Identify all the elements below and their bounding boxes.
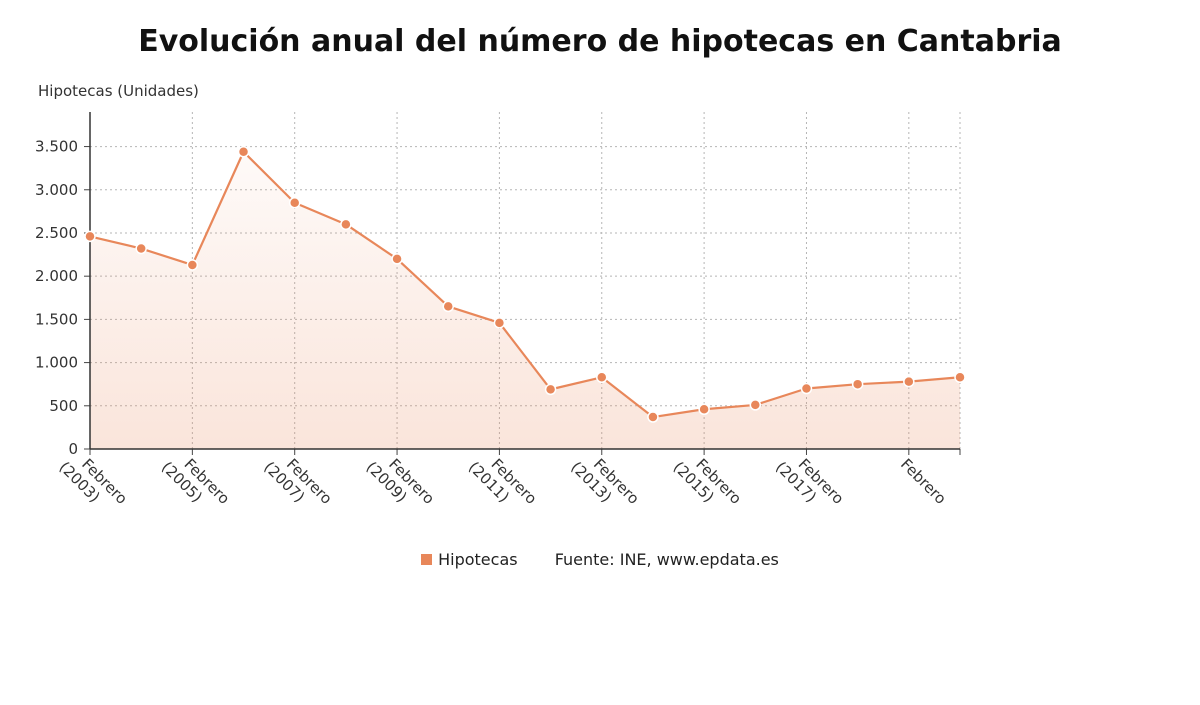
series-lines [89,150,961,419]
y-tick-label: 500 [49,397,78,415]
data-point [288,196,301,209]
data-point [135,242,147,255]
x-tick-label: Febrero(2005) [158,445,233,520]
chart-title: Evolución anual del número de hipotecas … [138,24,1062,59]
data-point [442,300,454,313]
data-point [84,230,96,243]
series-area-hipotecas [90,151,960,449]
data-point [851,378,864,390]
x-tick-label: Febrero(2003) [56,445,131,520]
x-tick-labels: Febrero(2003) Febrero(2005) Febrero(2007) F… [56,445,950,520]
series-line-hipotecas [89,150,961,419]
y-tick-label: 3.500 [35,138,78,156]
data-point [186,259,199,271]
x-tick-label: Febrero(2015) [670,445,745,520]
y-tick-label: 1.000 [35,354,78,372]
y-tick-labels: 0 500 1.000 1.500 2.000 2.500 3.000 3.500 [35,138,78,458]
data-point [237,145,250,158]
x-tick-label: Febrero(2013) [567,445,642,520]
x-tick-label: Febrero(2007) [260,445,335,520]
data-point [493,317,506,329]
data-point [340,218,352,231]
data-point [954,371,966,384]
data-point [391,253,403,265]
y-tick-label: 1.500 [35,310,78,328]
data-points [84,145,966,423]
legend-label: Hipotecas [438,550,518,569]
axes [84,112,961,455]
y-tick-label: 0 [68,440,78,458]
legend-item-hipotecas: Hipotecas [421,550,518,569]
data-point [647,411,659,423]
y-tick-label: 2.500 [35,224,78,242]
y-tick-label: 3.000 [35,181,78,199]
data-point [698,403,710,416]
x-tick-label: Febrero(2017) [772,445,847,520]
legend: Hipotecas Fuente: INE, www.epdata.es [0,549,1200,569]
data-point [749,399,762,411]
x-tick-label: Febrero [897,455,950,508]
source-note: Fuente: INE, www.epdata.es [554,550,779,569]
data-point [596,371,608,384]
y-axis-label: Hipotecas (Unidades) [38,82,199,100]
data-point [903,375,915,388]
x-tick-label: Febrero(2011) [465,445,540,520]
x-tick-label: Febrero(2009) [363,445,438,520]
area-fill [90,151,960,449]
legend-swatch [421,554,433,565]
y-tick-label: 2.000 [35,267,78,285]
data-point [544,383,557,396]
data-point [800,382,813,395]
